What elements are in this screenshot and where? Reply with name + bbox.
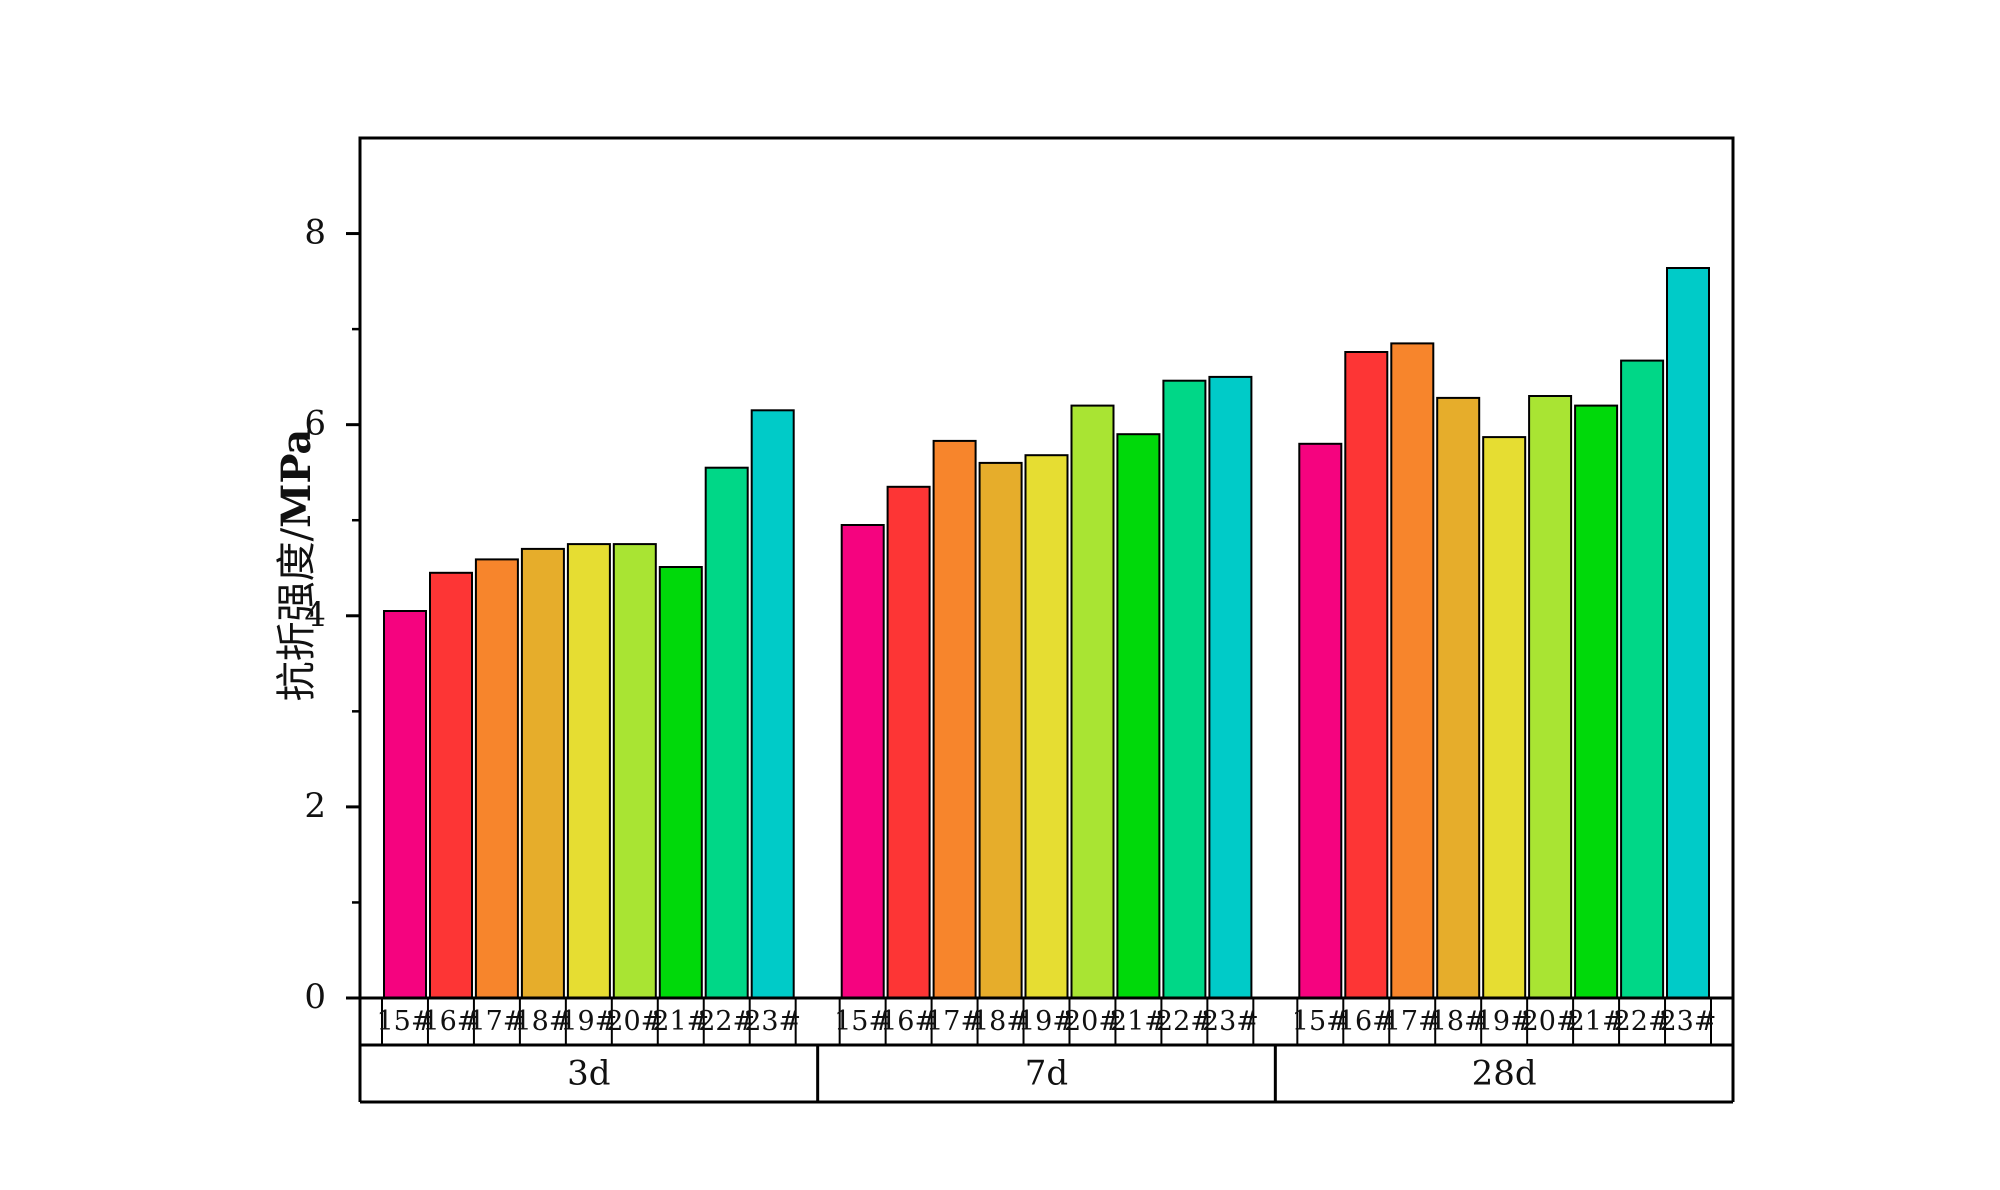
category-label: 18# xyxy=(514,1006,571,1037)
category-label: 21# xyxy=(1568,1006,1625,1037)
y-tick-label: 6 xyxy=(304,404,326,444)
bar-28d-15 xyxy=(1298,442,1343,999)
y-axis-label-cn: 抗折强度/ xyxy=(274,527,320,701)
y-tick-label: 8 xyxy=(304,213,326,253)
category-label: 21# xyxy=(1110,1006,1167,1037)
bar-3d-16 xyxy=(429,571,473,999)
bar-28d-21 xyxy=(1574,404,1619,1000)
category-label: 18# xyxy=(972,1006,1029,1037)
category-label: 16# xyxy=(880,1006,937,1037)
bar-3d-18 xyxy=(520,547,565,1000)
bar-3d-17 xyxy=(474,558,519,1000)
group-label: 3d xyxy=(567,1054,610,1094)
bar-7d-21 xyxy=(1116,433,1161,999)
category-label: 21# xyxy=(652,1006,709,1037)
bar-7d-17 xyxy=(932,439,977,999)
category-label: 16# xyxy=(422,1006,479,1037)
bar-28d-16 xyxy=(1344,351,1389,999)
y-tick-label: 4 xyxy=(304,595,326,635)
y-axis-label-unit: MPa xyxy=(273,429,320,528)
bar-28d-19 xyxy=(1482,436,1527,1000)
category-label: 22# xyxy=(698,1006,755,1037)
bars-layer xyxy=(383,267,1710,1000)
category-label: 17# xyxy=(1384,1006,1441,1037)
category-label: 20# xyxy=(606,1006,663,1037)
bar-3d-20 xyxy=(612,543,657,999)
category-label: 19# xyxy=(1476,1006,1533,1037)
bar-7d-19 xyxy=(1024,454,1069,999)
category-label: 20# xyxy=(1522,1006,1579,1037)
group-label: 7d xyxy=(1025,1054,1068,1094)
category-label: 20# xyxy=(1064,1006,1121,1037)
category-label: 15# xyxy=(834,1006,891,1037)
category-label: 18# xyxy=(1430,1006,1487,1037)
bar-3d-15 xyxy=(383,610,427,999)
category-label: 22# xyxy=(1156,1006,1213,1037)
category-label: 16# xyxy=(1338,1006,1395,1037)
y-axis-label: 抗折强度/MPa xyxy=(273,429,320,702)
bar-28d-17 xyxy=(1390,342,1435,999)
category-label: 23# xyxy=(1660,1006,1717,1037)
category-label: 15# xyxy=(1292,1006,1349,1037)
category-label: 15# xyxy=(377,1006,434,1037)
axis-layer xyxy=(346,136,1735,1104)
bar-3d-22 xyxy=(704,466,749,999)
category-label: 23# xyxy=(1202,1006,1259,1037)
bar-3d-21 xyxy=(658,566,703,999)
bar-7d-20 xyxy=(1070,404,1115,1000)
category-label: 23# xyxy=(744,1006,801,1037)
bar-7d-23 xyxy=(1208,375,1253,999)
bar-7d-18 xyxy=(978,461,1023,999)
labels-layer: 15#16#17#18#19#20#21#22#23#3d15#16#17#18… xyxy=(304,213,1716,1094)
category-label: 19# xyxy=(1018,1006,1075,1037)
y-tick-label: 0 xyxy=(304,977,326,1017)
bar-7d-22 xyxy=(1162,379,1207,999)
bar-28d-18 xyxy=(1436,396,1481,999)
bar-28d-23 xyxy=(1666,267,1710,999)
group-label: 28d xyxy=(1472,1054,1537,1094)
plot-frame xyxy=(358,136,1735,1000)
bar-7d-16 xyxy=(886,485,931,999)
bar-3d-23 xyxy=(750,409,795,999)
bar-7d-15 xyxy=(840,524,885,999)
category-label: 19# xyxy=(560,1006,617,1037)
bar-28d-20 xyxy=(1528,395,1573,999)
category-label: 17# xyxy=(468,1006,525,1037)
y-tick-label: 2 xyxy=(304,786,326,826)
bar-28d-22 xyxy=(1620,359,1665,1000)
category-label: 17# xyxy=(926,1006,983,1037)
category-label: 22# xyxy=(1614,1006,1671,1037)
bar-3d-19 xyxy=(566,543,611,999)
